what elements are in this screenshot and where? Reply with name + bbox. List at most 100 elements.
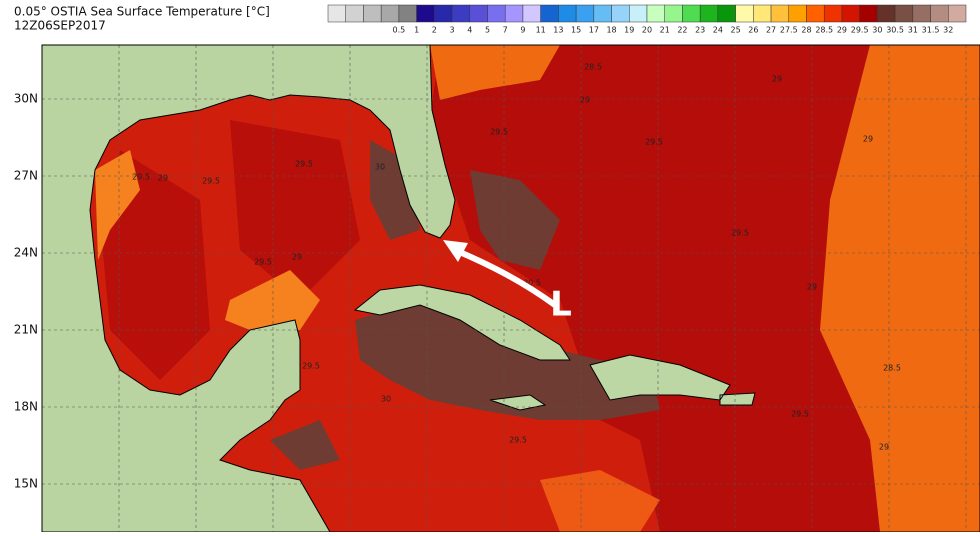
- colorbar-box: [469, 4, 488, 23]
- colorbar-box: [398, 4, 417, 23]
- colorbar-box: [823, 4, 843, 23]
- latitude-label: 24N: [14, 246, 38, 260]
- contour-label: 29.5: [302, 362, 320, 371]
- colorbar-label: 21: [660, 26, 670, 35]
- cooler-region: [540, 470, 660, 532]
- track-arrow: [443, 240, 468, 262]
- latitude-label: 21N: [14, 323, 38, 337]
- cooler-region: [430, 45, 560, 100]
- colorbar-box: [770, 4, 790, 23]
- colorbar-box: [504, 4, 524, 23]
- contour-label: 29.5: [490, 128, 508, 137]
- colorbar: 0.5 1 2 3 4 5 7 9 11 13 15 17 18 19 20 21 22 23 24 25 26 27 27…: [327, 4, 967, 35]
- colorbar-label: 1: [414, 26, 419, 35]
- contour-label: 30.5: [523, 279, 541, 288]
- colorbar-box: [558, 4, 577, 23]
- colorbar-label: 11: [536, 26, 546, 35]
- colorbar-box: [682, 4, 701, 23]
- colorbar-box: [575, 4, 595, 23]
- storm-marker: L: [550, 285, 572, 325]
- colorbar-label: 27: [766, 26, 776, 35]
- colorbar-label: 2: [432, 26, 437, 35]
- graticule: [42, 45, 980, 532]
- colorbar-box: [646, 4, 665, 23]
- latitude-label: 30N: [14, 92, 38, 106]
- colorbar-label: 0.5: [393, 26, 406, 35]
- contour-label: 29.5: [645, 138, 663, 147]
- colorbar-label: 27.5: [780, 26, 798, 35]
- colorbar-label: 15: [571, 26, 581, 35]
- colorbar-box: [912, 4, 931, 23]
- colorbar-label: 7: [503, 26, 508, 35]
- colorbar-label: 4: [467, 26, 472, 35]
- colorbar-box: [327, 4, 346, 23]
- colorbar-box: [788, 4, 807, 23]
- colorbar-label: 30: [872, 26, 882, 35]
- contour-label: 29: [580, 96, 590, 105]
- contour-label: 28.5: [584, 63, 602, 72]
- contour-label: 29: [772, 75, 782, 84]
- contour-label: 29.5: [202, 177, 220, 186]
- colorbar-label: 32: [943, 26, 953, 35]
- date: 12Z06SEP2017: [14, 19, 106, 33]
- colorbar-label: 29: [837, 26, 847, 35]
- colorbar-box: [522, 4, 541, 23]
- colorbar-box: [948, 4, 967, 23]
- colorbar-box: [345, 4, 364, 23]
- latitude-label: 18N: [14, 400, 38, 414]
- colorbar-box: [664, 4, 683, 23]
- colorbar-box: [487, 4, 506, 23]
- contour-label: 29: [863, 135, 873, 144]
- colorbar-box: [735, 4, 754, 23]
- colorbar-box: [841, 4, 860, 23]
- colorbar-label: 31: [908, 26, 918, 35]
- colorbar-box: [593, 4, 612, 23]
- contour-label: 29.5: [132, 173, 150, 182]
- colorbar-box: [894, 4, 914, 23]
- title: 0.05° OSTIA Sea Surface Temperature [°C]: [14, 5, 270, 19]
- colorbar-box: [611, 4, 630, 23]
- colorbar-label: 5: [485, 26, 490, 35]
- cooler-region: [95, 150, 320, 330]
- contour-label: 28.5: [883, 364, 901, 373]
- contour-label: 29.5: [254, 258, 272, 267]
- colorbar-label: 26: [748, 26, 758, 35]
- contour-label: 30: [375, 163, 385, 172]
- contour-label: 29: [879, 443, 889, 452]
- colorbar-label: 29.5: [851, 26, 869, 35]
- land: [42, 45, 456, 532]
- colorbar-label: 18: [606, 26, 616, 35]
- contour-label: 29: [807, 283, 817, 292]
- colorbar-label: 24: [713, 26, 723, 35]
- contour-label: 29.5: [791, 410, 809, 419]
- colorbar-box: [380, 4, 400, 23]
- colorbar-label: 28: [801, 26, 811, 35]
- latitude-label: 15N: [14, 477, 38, 491]
- colorbar-label: 25: [731, 26, 741, 35]
- contour-label: 29.5: [509, 436, 527, 445]
- colorbar-label: 17: [589, 26, 599, 35]
- colorbar-label: 22: [677, 26, 687, 35]
- colorbar-label: 3: [450, 26, 455, 35]
- colorbar-box: [859, 4, 878, 23]
- colorbar-box: [699, 4, 719, 23]
- contour-label: 29: [292, 253, 302, 262]
- colorbar-box: [434, 4, 453, 23]
- colorbar-box: [806, 4, 825, 23]
- colorbar-label: 9: [520, 26, 525, 35]
- colorbar-label: 31.5: [922, 26, 940, 35]
- contour-label: 30: [381, 395, 391, 404]
- colorbar-box: [930, 4, 949, 23]
- colorbar-label: 28.5: [815, 26, 833, 35]
- map: 28.5 29 29 29.5 29.5 29 29.5 30 29.5 29 29.5 29.5 29…: [42, 45, 980, 532]
- colorbar-label: 19: [624, 26, 634, 35]
- colorbar-label: 30.5: [886, 26, 904, 35]
- island: [353, 284, 756, 411]
- colorbar-box: [877, 4, 896, 23]
- colorbar-box: [451, 4, 471, 23]
- contour-label: 29: [158, 174, 168, 183]
- contour-label: 29.5: [731, 229, 749, 238]
- storm-track: [453, 247, 557, 308]
- colorbar-box: [717, 4, 736, 23]
